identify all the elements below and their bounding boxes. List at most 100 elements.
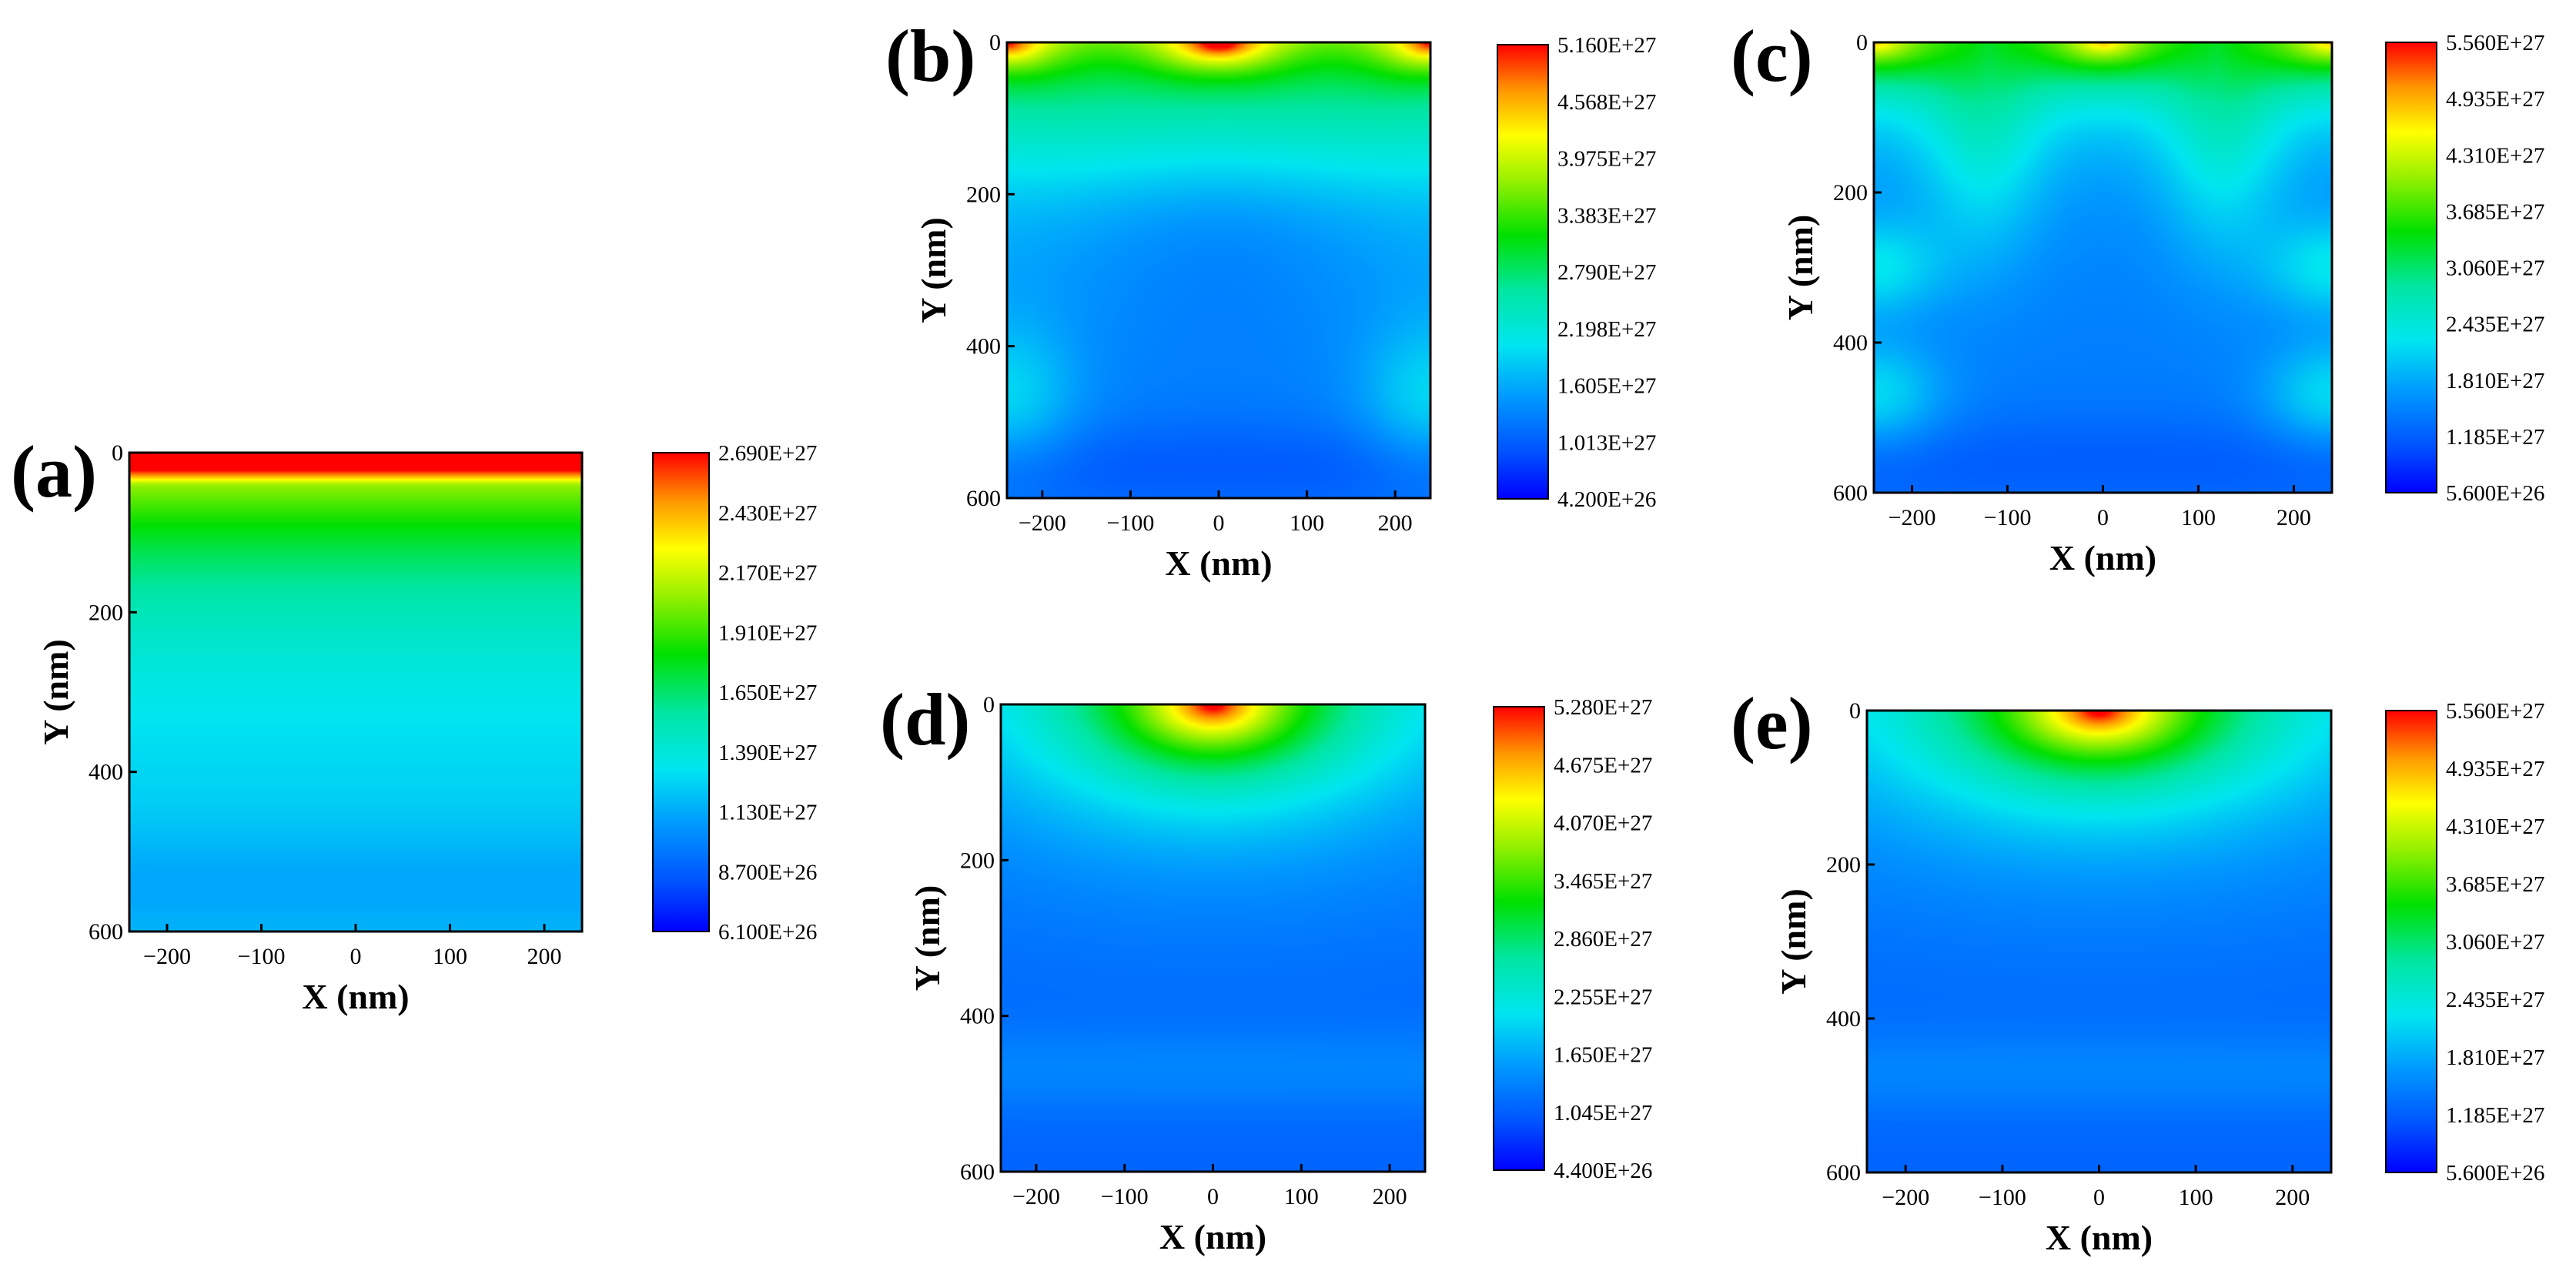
y-tick-label: 0: [112, 440, 123, 466]
x-tick-label: 200: [1373, 1184, 1407, 1209]
y-tick-label: 200: [1826, 852, 1861, 878]
x-tick-label: −100: [238, 944, 286, 969]
heatmap-image: [129, 453, 582, 932]
colorbar-label: 2.790E+27: [1557, 260, 1656, 285]
colorbar: [1497, 45, 1548, 499]
y-tick-label: 0: [1856, 30, 1868, 55]
colorbar-label: 3.383E+27: [1557, 203, 1656, 228]
colorbar-label: 5.600E+26: [2446, 1161, 2544, 1186]
colorbar-label: 2.198E+27: [1557, 317, 1656, 342]
y-tick-label: 200: [1833, 180, 1868, 206]
colorbar-label: 5.600E+26: [2446, 481, 2544, 506]
panel-label: (d): [880, 678, 970, 761]
y-tick-label: 400: [960, 1004, 995, 1029]
panel-label: (c): [1731, 15, 1813, 97]
colorbar-label: 4.675E+27: [1554, 753, 1652, 778]
colorbar-label: 2.255E+27: [1554, 985, 1652, 1009]
x-tick-label: 0: [1213, 510, 1225, 536]
colorbar-label: 4.935E+27: [2446, 87, 2544, 112]
x-tick-label: −200: [143, 944, 191, 969]
colorbar-frame: [2385, 42, 2437, 493]
x-tick-label: 100: [433, 944, 467, 969]
y-tick-label: 400: [1833, 330, 1868, 356]
panel-d: (d) −200 −100 0 100 200 0 200 400 600 X (nm) Y (nm)…: [880, 678, 1652, 1256]
y-tick-label: 0: [983, 692, 995, 717]
panel-b: (b) −200 −100 0 100 200 0 200 400 600 X (nm) Y (nm)…: [885, 15, 1656, 583]
x-axis-title: X (nm): [1165, 544, 1272, 583]
y-tick-label: 200: [960, 848, 995, 873]
x-tick-label: 200: [527, 944, 562, 969]
x-tick-label: 200: [1378, 510, 1413, 536]
x-tick-label: −200: [1019, 510, 1066, 536]
colorbar-label: 5.560E+27: [2446, 31, 2544, 55]
y-tick-label: 600: [1833, 480, 1868, 506]
y-axis-title: Y (nm): [1781, 215, 1820, 321]
y-tick-label: 0: [989, 30, 1001, 55]
colorbar-label: 5.160E+27: [1557, 33, 1656, 58]
colorbar-label: 8.700E+26: [718, 860, 817, 885]
colorbar-label: 1.013E+27: [1557, 430, 1656, 455]
x-tick-label: 200: [2275, 1185, 2310, 1210]
heatmap-image: [1001, 704, 1425, 1172]
colorbar-label: 2.690E+27: [718, 441, 817, 466]
panel-label: (e): [1731, 682, 1813, 764]
colorbar-label: 1.650E+27: [1554, 1043, 1652, 1068]
colorbar-label: 3.465E+27: [1554, 869, 1652, 894]
colorbar-label: 1.810E+27: [2446, 1045, 2544, 1070]
colorbar-label: 3.975E+27: [1557, 147, 1656, 172]
panel-c: (c) −200 −100 0 100 200 0 200 400 600 X (nm) Y (nm)…: [1731, 15, 2544, 577]
colorbar-frame: [652, 452, 710, 932]
colorbar-label: 2.860E+27: [1554, 927, 1652, 952]
x-tick-label: 0: [1207, 1184, 1219, 1209]
y-tick-label: 600: [966, 486, 1001, 511]
x-tick-label: 100: [1290, 510, 1324, 536]
y-tick-label: 600: [89, 919, 123, 945]
colorbar-label: 2.170E+27: [718, 561, 817, 586]
panel-a: (a) −200 −100 0 100 200 0 200 400 600 X (nm) Y (nm)…: [11, 430, 817, 1016]
panel-e: (e) −200 −100 0 100 200 0 200 400 600 X (nm) Y (nm)…: [1731, 682, 2544, 1257]
colorbar-label: 1.130E+27: [718, 801, 817, 825]
x-tick-label: −200: [1889, 505, 1936, 530]
y-tick-label: 200: [966, 182, 1001, 207]
x-tick-label: 0: [2097, 505, 2109, 530]
heatmap-image: [1874, 42, 2332, 493]
x-tick-label: −200: [1012, 1184, 1060, 1209]
x-tick-label: 100: [2179, 1185, 2213, 1210]
heatmap-image: [1867, 711, 2331, 1172]
y-tick-label: 400: [89, 760, 123, 785]
y-tick-label: 400: [1826, 1006, 1861, 1032]
colorbar-frame: [1493, 706, 1545, 1171]
colorbar-label: 4.935E+27: [2446, 757, 2544, 781]
x-tick-label: 100: [2181, 505, 2216, 530]
y-axis-title: Y (nm): [914, 217, 953, 323]
x-tick-label: −200: [1882, 1185, 1929, 1210]
colorbar-label: 3.060E+27: [2446, 930, 2544, 955]
heatmap-image: [1007, 42, 1430, 498]
colorbar: [2386, 711, 2437, 1172]
colorbar-label: 2.430E+27: [718, 501, 817, 526]
y-axis-title: Y (nm): [908, 885, 947, 992]
colorbar-frame: [1497, 44, 1549, 500]
y-tick-label: 600: [960, 1159, 995, 1185]
colorbar-label: 4.400E+26: [1554, 1159, 1652, 1183]
colorbar-label: 4.568E+27: [1557, 90, 1656, 115]
x-tick-label: 0: [2093, 1185, 2105, 1210]
x-axis-title: X (nm): [2049, 538, 2156, 577]
colorbar-label: 1.910E+27: [718, 620, 817, 645]
x-axis-title: X (nm): [1159, 1217, 1266, 1256]
colorbar-label: 4.070E+27: [1554, 811, 1652, 836]
colorbar-label: 2.435E+27: [2446, 988, 2544, 1012]
x-tick-label: −100: [1106, 510, 1154, 536]
x-tick-label: 0: [350, 944, 362, 969]
colorbar-label: 1.650E+27: [718, 681, 817, 705]
x-axis-title: X (nm): [2046, 1218, 2153, 1257]
x-axis-title: X (nm): [302, 977, 409, 1016]
colorbar: [1494, 707, 1544, 1170]
x-tick-label: −100: [1101, 1184, 1149, 1209]
y-tick-label: 200: [89, 600, 123, 625]
y-tick-label: 600: [1826, 1160, 1861, 1186]
colorbar-label: 1.185E+27: [2446, 425, 2544, 450]
x-tick-label: −100: [1984, 505, 2032, 530]
colorbar: [2386, 42, 2437, 493]
